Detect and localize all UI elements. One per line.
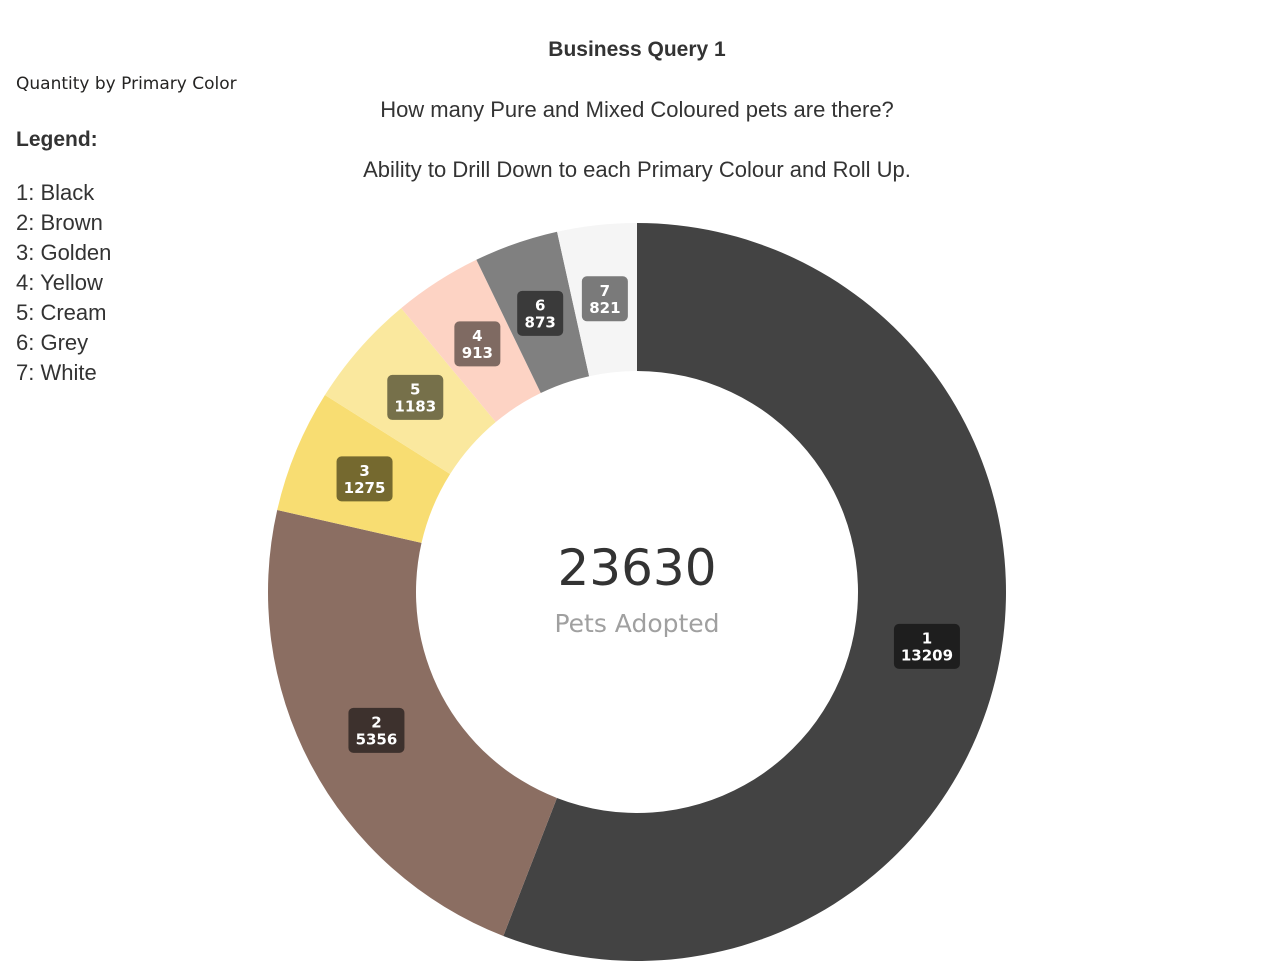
data-label-box	[581, 276, 628, 322]
legend-list: 1: Black 2: Brown 3: Golden 4: Yellow 5:…	[16, 178, 111, 388]
legend-item-brown: 2: Brown	[16, 210, 103, 235]
data-label-value: 873	[525, 313, 556, 331]
data-label-box	[336, 456, 393, 502]
legend: Legend: 1: Black 2: Brown 3: Golden 4: Y…	[16, 128, 111, 388]
legend-item-black: 1: Black	[16, 180, 95, 205]
query-drilldown-note: Ability to Drill Down to each Primary Co…	[363, 157, 911, 182]
data-label-category: 3	[359, 462, 369, 480]
data-label-box	[454, 321, 501, 367]
legend-heading: Legend:	[16, 128, 98, 151]
data-label-value: 5356	[356, 730, 398, 748]
legend-item-cream: 5: Cream	[16, 300, 107, 325]
query-question: How many Pure and Mixed Coloured pets ar…	[380, 97, 894, 122]
data-label-value: 1275	[344, 479, 386, 497]
data-label-box	[517, 290, 564, 336]
center-total: 23630	[557, 539, 716, 597]
visual-title: Quantity by Primary Color	[16, 74, 237, 94]
data-label-category: 5	[410, 380, 420, 398]
donut-slice-1[interactable]	[503, 223, 1006, 961]
data-label-value: 13209	[901, 646, 953, 664]
donut-slices[interactable]	[268, 223, 1006, 961]
data-label-category: 1	[922, 629, 932, 647]
data-label-box	[387, 374, 444, 420]
data-label-box	[348, 707, 405, 753]
data-label-category: 2	[371, 713, 381, 731]
data-label-category: 6	[535, 296, 545, 314]
legend-item-grey: 6: Grey	[16, 330, 89, 355]
query-title: Business Query 1	[548, 38, 726, 61]
data-label-value: 913	[462, 344, 493, 362]
center-caption: Pets Adopted	[554, 609, 719, 638]
legend-item-white: 7: White	[16, 360, 97, 385]
legend-item-yellow: 4: Yellow	[16, 270, 103, 295]
data-label-box	[893, 623, 960, 669]
donut-slice-2[interactable]	[268, 510, 557, 936]
data-label-value: 821	[589, 299, 620, 317]
data-label-category: 4	[472, 327, 482, 345]
data-label-value: 1183	[394, 397, 436, 415]
legend-item-golden: 3: Golden	[16, 240, 112, 265]
data-label-category: 7	[600, 282, 610, 300]
